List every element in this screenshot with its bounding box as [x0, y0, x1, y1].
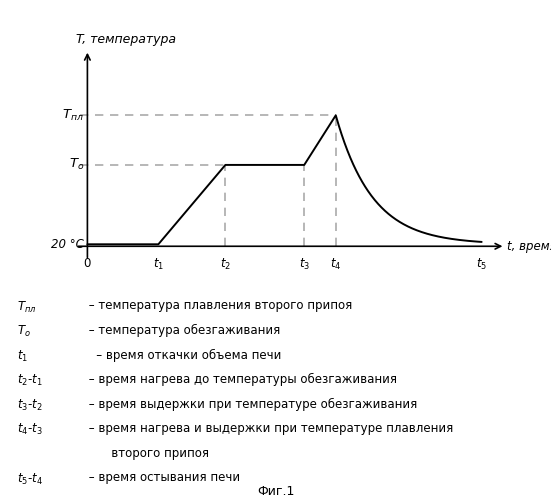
Text: Фиг.1: Фиг.1 — [257, 485, 294, 498]
Text: – время нагрева и выдержки при температуре плавления: – время нагрева и выдержки при температу… — [85, 422, 453, 436]
Text: – температура плавления второго припоя: – температура плавления второго припоя — [85, 300, 353, 312]
Text: t, время: t, время — [507, 240, 551, 253]
Text: – температура обезгаживания: – температура обезгаживания — [85, 324, 280, 337]
Text: $t_1$: $t_1$ — [153, 257, 164, 272]
Text: $t_5$-$t_4$: $t_5$-$t_4$ — [17, 472, 42, 486]
Text: $t_4$: $t_4$ — [330, 257, 342, 272]
Text: $t_2$-$t_1$: $t_2$-$t_1$ — [17, 373, 42, 388]
Text: – время остывания печи: – время остывания печи — [85, 472, 241, 484]
Text: $t_5$: $t_5$ — [476, 257, 487, 272]
Text: $T_o$: $T_o$ — [17, 324, 30, 339]
Text: $t_1$: $t_1$ — [17, 348, 28, 364]
Text: – время нагрева до температуры обезгаживания: – время нагрева до температуры обезгажив… — [85, 373, 397, 386]
Text: $T_o$: $T_o$ — [69, 158, 84, 172]
Text: T, температура: T, температура — [75, 33, 176, 46]
Text: 0: 0 — [84, 257, 91, 270]
Text: $T_{пл}$: $T_{пл}$ — [62, 108, 84, 123]
Text: – время выдержки при температуре обезгаживания: – время выдержки при температуре обезгаж… — [85, 398, 418, 411]
Text: $t_3$-$t_2$: $t_3$-$t_2$ — [17, 398, 42, 413]
Text: $t_3$: $t_3$ — [299, 257, 310, 272]
Text: $T_{пл}$: $T_{пл}$ — [17, 300, 36, 314]
Text: – время откачки объема печи: – время откачки объема печи — [85, 348, 282, 362]
Text: $t_4$-$t_3$: $t_4$-$t_3$ — [17, 422, 42, 438]
Text: 20 °C: 20 °C — [51, 238, 84, 251]
Text: второго припоя: второго припоя — [85, 447, 209, 460]
Text: $t_2$: $t_2$ — [220, 257, 231, 272]
